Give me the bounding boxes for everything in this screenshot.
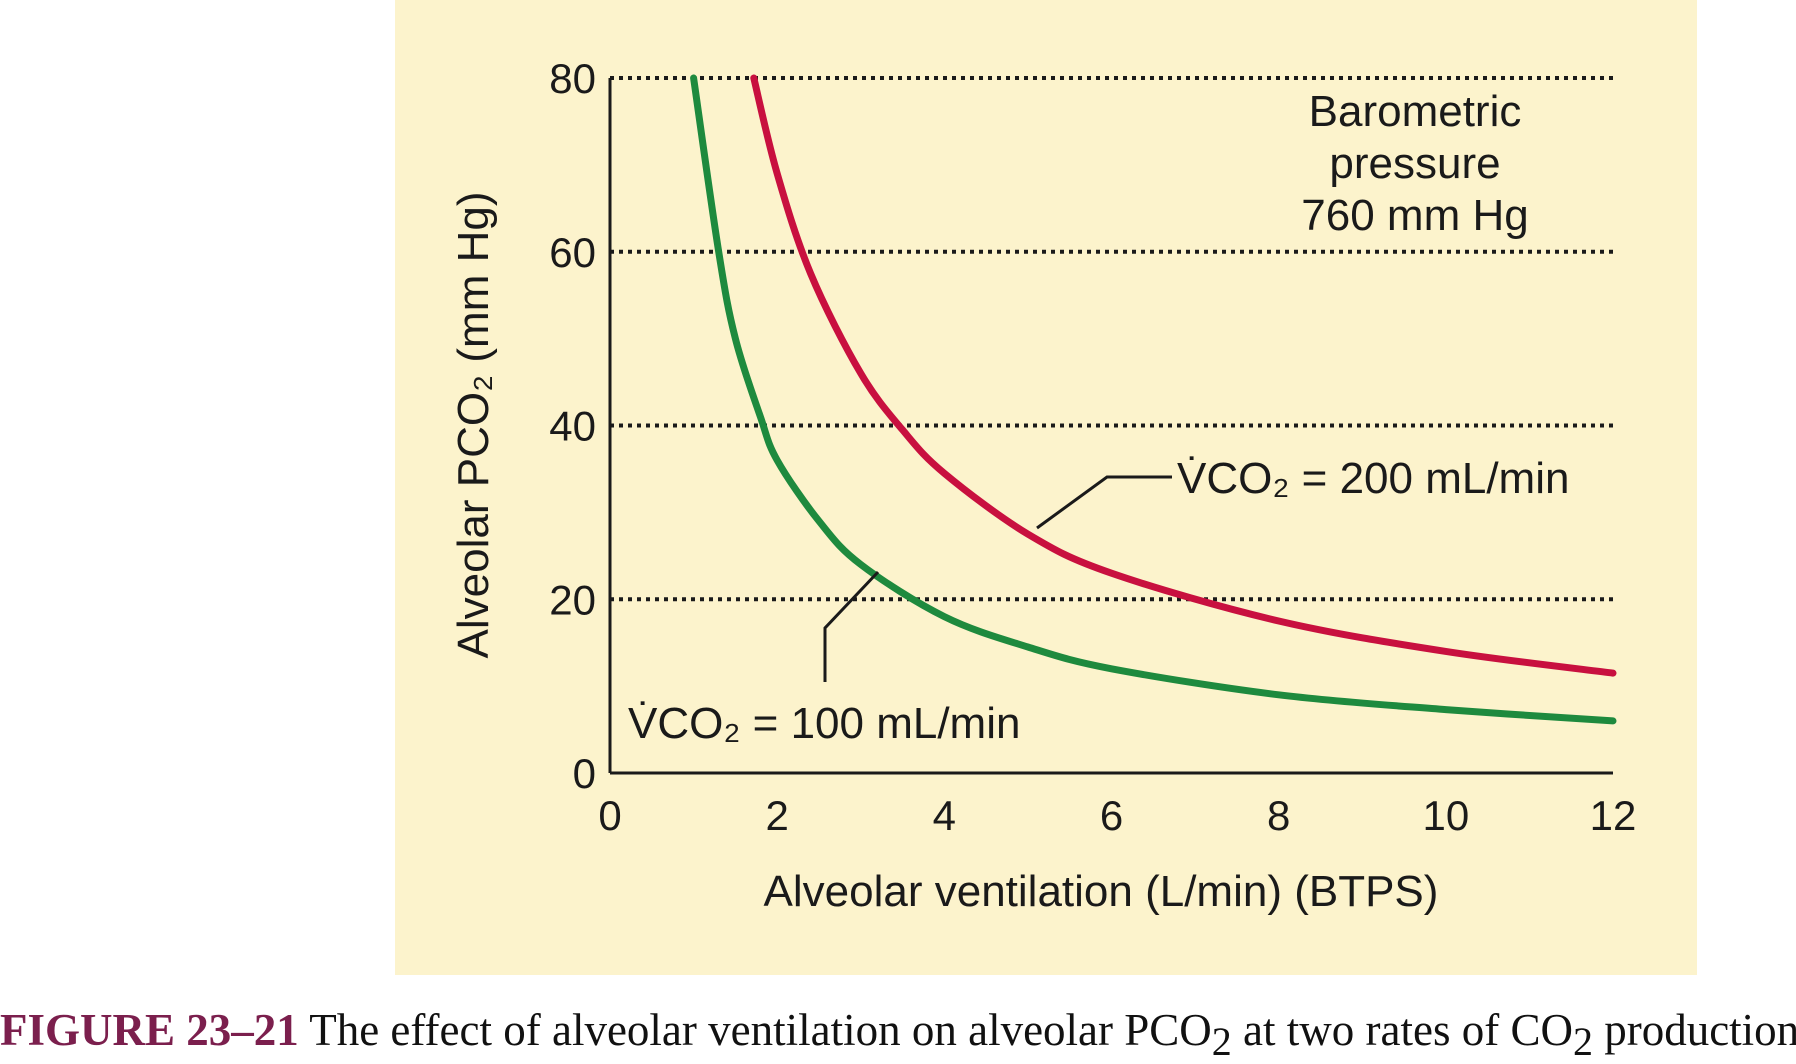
y-axis-label: Alveolar PCO₂ (mm Hg) <box>449 192 498 659</box>
pressure-annotation-line2: pressure <box>1329 139 1500 188</box>
y-tick-80: 80 <box>549 55 596 102</box>
x-tick-12: 12 <box>1590 792 1637 839</box>
data-series <box>690 74 1617 725</box>
x-tick-2: 2 <box>765 792 788 839</box>
pressure-annotation-line1: Barometric <box>1309 87 1522 136</box>
chart-background-panel <box>395 0 1697 975</box>
caption-sub-2: 2 <box>1572 1019 1593 1064</box>
x-tick-labels: 0 2 4 6 8 10 12 <box>598 792 1636 839</box>
series-label-200: V̇CO₂ = 200 mL/min <box>1177 454 1569 503</box>
x-tick-4: 4 <box>933 792 956 839</box>
series-line-200 <box>750 74 1617 677</box>
figure-caption: FIGURE 23–21 The effect of alveolar vent… <box>0 1004 1796 1062</box>
caption-text-3: production. <box>1592 1005 1796 1055</box>
caption-sub-1: 2 <box>1211 1019 1232 1064</box>
x-axis-label: Alveolar ventilation (L/min) (BTPS) <box>764 867 1439 916</box>
x-tick-0: 0 <box>598 792 621 839</box>
axes <box>608 78 1613 775</box>
leader-line-200 <box>1036 475 1172 530</box>
caption-text-2: at two rates of CO <box>1231 1005 1573 1055</box>
y-tick-40: 40 <box>549 403 596 450</box>
y-tick-0: 0 <box>573 750 596 797</box>
x-tick-8: 8 <box>1267 792 1290 839</box>
series-label-100: V̇CO₂ = 100 mL/min <box>628 699 1020 748</box>
caption-text-1: The effect of alveolar ventilation on al… <box>298 1005 1212 1055</box>
pressure-annotation-line3: 760 mm Hg <box>1301 191 1528 240</box>
x-tick-6: 6 <box>1100 792 1123 839</box>
leader-line-100 <box>823 570 880 682</box>
figure-number: FIGURE 23–21 <box>0 1005 299 1055</box>
y-tick-60: 60 <box>549 229 596 276</box>
y-tick-labels: 0 20 40 60 80 <box>549 55 596 797</box>
x-tick-10: 10 <box>1422 792 1469 839</box>
series-line-100 <box>690 74 1617 725</box>
y-tick-20: 20 <box>549 576 596 623</box>
